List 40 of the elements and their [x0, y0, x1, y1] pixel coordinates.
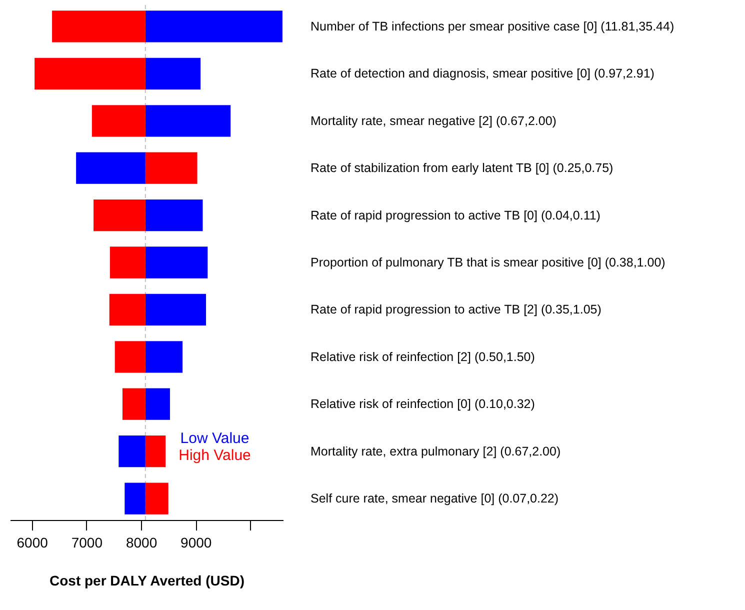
x-tick-label: 6000 [16, 534, 48, 550]
bar [76, 152, 146, 184]
bar [145, 58, 201, 90]
bar [145, 388, 170, 420]
x-tick-label: 8000 [126, 534, 158, 550]
y-tick-label: Mortality rate, smear negative [2] (0.67,2.00) [310, 114, 556, 128]
bar [92, 105, 146, 137]
bar [114, 341, 146, 373]
y-tick-label: Relative risk of reinfection [0] (0.10,0.32) [310, 397, 535, 412]
x-tick-label: 7000 [71, 534, 103, 550]
bar [122, 388, 146, 420]
series-label: High Value [178, 447, 251, 464]
y-tick-label: Rate of stabilization from early latent TB [0] (0.25,0.75) [310, 161, 614, 176]
bar [145, 199, 203, 232]
y-tick-label: Rate of rapid progression to active TB [0] (0.04,0.11) [310, 208, 600, 222]
bar [145, 482, 168, 514]
x-tick-label: 9000 [180, 534, 212, 550]
bar [34, 58, 146, 90]
y-tick-label: Self cure rate, smear negative [0] (0.07,0.22) [310, 492, 559, 506]
bar [118, 436, 146, 468]
bar [145, 152, 198, 184]
series-label: Low Value [180, 430, 250, 447]
y-tick-label: Number of TB infections per smear positive case [0] (11.81,35.44) [310, 19, 674, 34]
y-tick-label: Proportion of pulmonary TB that is smear positive [0] (0.38,1.00) [310, 256, 666, 270]
bar [145, 10, 282, 42]
y-tick-label: Rate of detection and diagnosis, smear positive [0] (0.97,2.91) [310, 66, 654, 81]
x-axis-title: Cost per DALY Averted (USD) [49, 572, 245, 588]
y-tick-label: Mortality rate, extra pulmonary [2] (0.67,2.00) [310, 444, 561, 458]
bar [124, 482, 146, 514]
bar [52, 10, 146, 42]
y-tick-label: Relative risk of reinfection [2] (0.50,1.50) [310, 350, 535, 364]
bar [145, 294, 206, 326]
bar [110, 246, 146, 278]
bar [145, 341, 183, 373]
bar [109, 294, 146, 326]
bar [145, 246, 208, 278]
bar [145, 105, 231, 137]
y-tick-label: Rate of rapid progression to active TB [2] (0.35,1.05) [310, 302, 602, 317]
bar [94, 199, 146, 232]
bar [145, 436, 166, 468]
